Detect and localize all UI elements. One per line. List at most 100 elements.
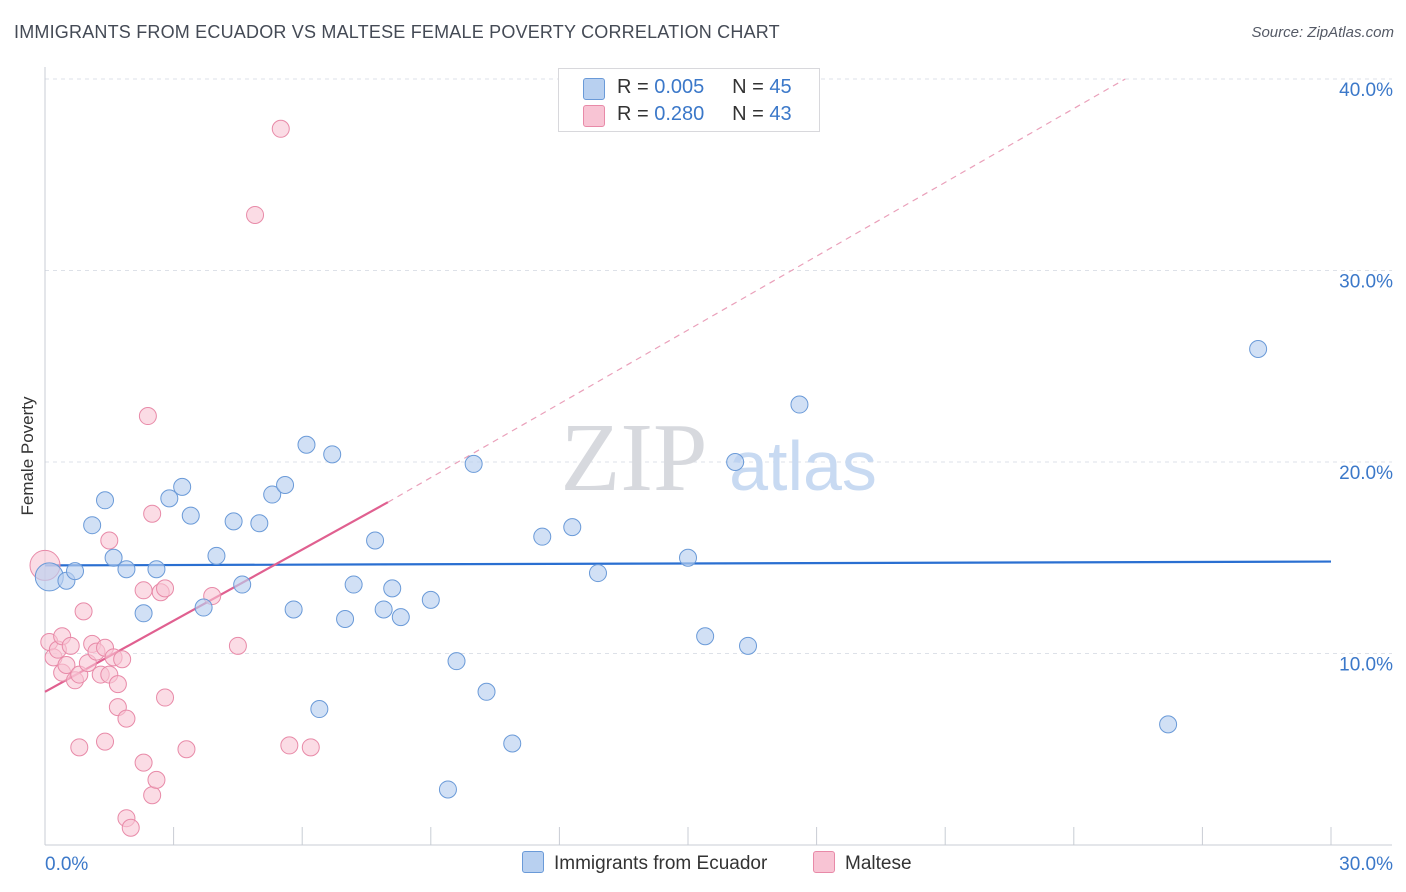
- legend-r-label: R =: [617, 76, 649, 98]
- ecuador-point: [790, 395, 809, 414]
- ecuador-point: [160, 489, 179, 508]
- maltese-point: [246, 205, 265, 224]
- ecuador-point: [1159, 715, 1178, 734]
- maltese-point: [134, 581, 153, 600]
- watermark-atlas: atlas: [729, 427, 877, 505]
- x-tick-label: 30.0%: [1339, 854, 1393, 875]
- ecuador-point: [438, 780, 457, 799]
- chart-title: IMMIGRANTS FROM ECUADOR VS MALTESE FEMAL…: [14, 22, 780, 42]
- bottom-legend-swatch-ecuador: [522, 851, 544, 873]
- maltese-point: [301, 738, 320, 757]
- legend-n-value: 45: [769, 76, 792, 98]
- ecuador-point: [117, 560, 136, 579]
- ecuador-point: [726, 453, 745, 471]
- maltese-point: [147, 770, 166, 789]
- ecuador-point: [263, 485, 282, 504]
- ecuador-point: [250, 514, 269, 533]
- bottom-legend-ecuador: Immigrants from Ecuador: [522, 851, 767, 875]
- ecuador-point: [464, 454, 483, 473]
- maltese-point: [138, 407, 157, 426]
- ecuador-point: [147, 560, 166, 579]
- ecuador-point: [447, 652, 466, 671]
- legend-r-value: 0.280: [654, 103, 705, 125]
- bottom-legend-label-ecuador: Immigrants from Ecuador: [554, 853, 768, 874]
- maltese-point: [117, 709, 136, 728]
- legend-n-label: N =: [732, 76, 764, 98]
- axes: [44, 67, 1392, 846]
- y-tick-label: 10.0%: [1339, 655, 1393, 676]
- ecuador-point: [391, 608, 410, 627]
- ecuador-point: [297, 435, 316, 454]
- ecuador-point: [739, 636, 758, 655]
- ecuador-point: [66, 562, 85, 581]
- ecuador-point: [366, 531, 385, 550]
- ecuador-point: [276, 475, 295, 494]
- source-label: Source: ZipAtlas.com: [1251, 24, 1394, 41]
- y-tick-label: 20.0%: [1339, 463, 1393, 484]
- ecuador-points: [34, 340, 1268, 799]
- maltese-point: [61, 636, 80, 655]
- x-tick-label: 0.0%: [45, 854, 88, 875]
- ecuador-point: [207, 546, 226, 565]
- ecuador-point: [173, 477, 192, 496]
- maltese-point: [74, 602, 93, 621]
- maltese-point: [156, 688, 175, 707]
- legend-r-value: 0.005: [654, 76, 705, 98]
- ecuador-point: [224, 512, 243, 531]
- ecuador-point: [96, 491, 115, 510]
- ecuador-point: [104, 548, 123, 567]
- ecuador-point: [284, 600, 303, 619]
- bottom-legend-swatch-maltese: [813, 851, 835, 873]
- maltese-point: [121, 818, 140, 837]
- maltese-trend-extension: [387, 78, 1126, 503]
- ecuador-point: [344, 575, 363, 594]
- maltese-point: [143, 504, 162, 523]
- ecuador-point: [1249, 340, 1268, 359]
- ecuador-point: [477, 682, 496, 701]
- legend-swatch-maltese: [583, 105, 605, 127]
- maltese-point: [57, 655, 76, 674]
- maltese-point: [156, 579, 175, 598]
- legend-r-label: R =: [617, 103, 649, 125]
- ecuador-point: [181, 506, 200, 525]
- maltese-point: [100, 531, 119, 550]
- ecuador-point: [383, 579, 402, 598]
- ecuador-point: [421, 590, 440, 609]
- tick-labels: 10.0% 20.0% 30.0% 40.0% 0.0% 30.0%: [45, 80, 1393, 875]
- maltese-point: [177, 740, 196, 759]
- maltese-point: [228, 636, 247, 655]
- maltese-point: [108, 675, 127, 694]
- ecuador-point: [83, 516, 102, 535]
- ecuador-point: [533, 527, 552, 546]
- legend-n-value: 43: [769, 103, 792, 125]
- maltese-point: [143, 786, 162, 805]
- y-axis-label: Female Poverty: [18, 396, 37, 516]
- bottom-legend-label-maltese: Maltese: [845, 853, 912, 874]
- maltese-point: [70, 738, 89, 757]
- y-tick-label: 30.0%: [1339, 272, 1393, 293]
- ecuador-point: [310, 700, 329, 719]
- trend-lines: [44, 78, 1332, 693]
- ecuador-point: [233, 575, 252, 594]
- ecuador-point: [696, 627, 715, 646]
- ecuador-point: [588, 564, 607, 583]
- legend-swatch-ecuador: [583, 78, 605, 100]
- bottom-legend-maltese: Maltese: [813, 851, 912, 875]
- y-tick-label: 40.0%: [1339, 80, 1393, 101]
- ecuador-point: [374, 600, 393, 619]
- ecuador-point: [679, 548, 697, 567]
- maltese-point: [134, 753, 153, 772]
- ecuador-point: [503, 734, 522, 753]
- correlation-legend: R = 0.005 N = 45 R = 0.280 N = 43: [558, 68, 820, 132]
- ecuador-point: [134, 604, 153, 623]
- ecuador-point: [336, 610, 355, 629]
- maltese-point: [113, 650, 132, 669]
- maltese-points: [29, 119, 320, 837]
- legend-n-label: N =: [732, 103, 764, 125]
- maltese-point: [271, 119, 290, 138]
- watermark-zip: ZIP: [561, 404, 708, 512]
- maltese-point: [96, 732, 115, 751]
- ecuador-point: [563, 518, 582, 537]
- maltese-point: [280, 736, 299, 755]
